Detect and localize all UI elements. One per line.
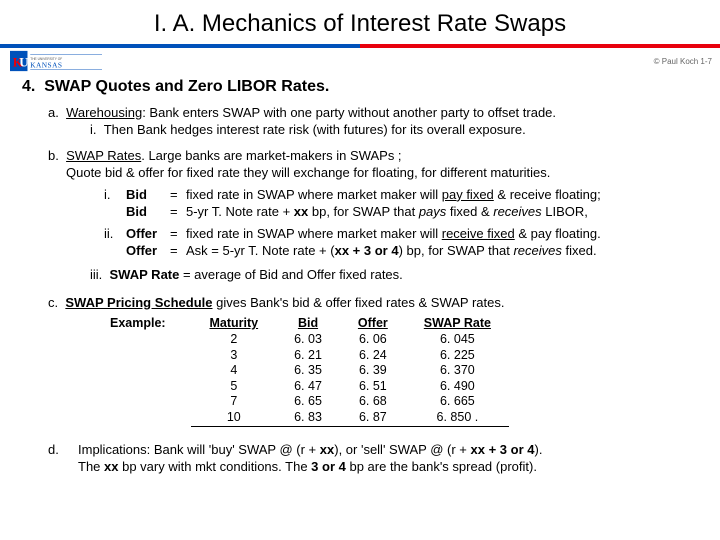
bo-label-1: Bid <box>126 203 170 221</box>
table-cell: 3 <box>191 348 276 364</box>
item-b: b. SWAP Rates. Large banks are market-ma… <box>22 147 698 284</box>
bo-row-2: ii. Offer = fixed rate in SWAP where mar… <box>104 225 698 243</box>
ku-logo: K U THE UNIVERSITY OF KANSAS <box>10 50 102 72</box>
a-label: a. <box>48 105 59 120</box>
item-a-i: i. Then Bank hedges interest rate risk (… <box>48 121 698 139</box>
bo-row-3: Offer = Ask = 5-yr T. Note rate + (xx + … <box>104 242 698 260</box>
table-cell: 6. 24 <box>340 348 406 364</box>
table-cell: 6. 51 <box>340 379 406 395</box>
table-cell: 7 <box>191 394 276 410</box>
header-row: K U THE UNIVERSITY OF KANSAS © Paul Koch… <box>0 48 720 72</box>
slide-title: I. A. Mechanics of Interest Rate Swaps <box>0 0 720 44</box>
th-bid: Bid <box>276 315 340 332</box>
a-text: : Bank enters SWAP with one party withou… <box>142 105 556 120</box>
table-cell: 6. 03 <box>276 332 340 348</box>
bo-num-1 <box>104 203 126 221</box>
divider-bar <box>0 44 720 48</box>
table-cell: 6. 490 <box>406 379 509 395</box>
example-label: Example: <box>110 315 184 332</box>
copyright: © Paul Koch 1-7 <box>654 57 712 66</box>
content-body: 4. SWAP Quotes and Zero LIBOR Rates. a. … <box>0 72 720 476</box>
bo-body-2: fixed rate in SWAP where market maker wi… <box>186 225 601 243</box>
bo-row-1: Bid = 5-yr T. Note rate + xx bp, for SWA… <box>104 203 698 221</box>
b-iii-label: iii. <box>90 267 102 282</box>
section-num: 4. <box>22 78 35 95</box>
svg-text:U: U <box>19 56 28 70</box>
c-term: SWAP Pricing Schedule <box>65 295 212 310</box>
table-cell: 6. 87 <box>340 410 406 426</box>
bo-body-1: 5-yr T. Note rate + xx bp, for SWAP that… <box>186 203 588 221</box>
bo-body-0: fixed rate in SWAP where market maker wi… <box>186 186 601 204</box>
table-cell: 6. 850 . <box>406 410 509 426</box>
table-header-row: Maturity Bid Offer SWAP Rate <box>191 315 508 332</box>
th-offer: Offer <box>340 315 406 332</box>
b-term: SWAP Rates <box>66 148 141 163</box>
table-cell: 6. 65 <box>276 394 340 410</box>
th-swaprate: SWAP Rate <box>406 315 509 332</box>
bo-label-0: Bid <box>126 186 170 204</box>
table-row: 36. 216. 246. 225 <box>191 348 508 364</box>
item-d: d. Implications: Bank will 'buy' SWAP @ … <box>22 441 698 476</box>
table-row: 46. 356. 396. 370 <box>191 363 508 379</box>
b-iii-text: = average of Bid and Offer fixed rates. <box>179 267 402 282</box>
bo-num-3 <box>104 242 126 260</box>
table-cell: 6. 21 <box>276 348 340 364</box>
bo-eq-0: = <box>170 186 186 204</box>
section-title: SWAP Quotes and Zero LIBOR Rates. <box>44 78 329 95</box>
bo-label-2: Offer <box>126 225 170 243</box>
divider-red <box>360 44 720 48</box>
bo-eq-2: = <box>170 225 186 243</box>
table-cell: 6. 35 <box>276 363 340 379</box>
table-cell: 6. 06 <box>340 332 406 348</box>
table-cell: 6. 045 <box>406 332 509 348</box>
table-cell: 10 <box>191 410 276 426</box>
c-label: c. <box>48 295 58 310</box>
table-row: 56. 476. 516. 490 <box>191 379 508 395</box>
bo-body-3: Ask = 5-yr T. Note rate + (xx + 3 or 4) … <box>186 242 597 260</box>
table-cell: 6. 68 <box>340 394 406 410</box>
table-cell: 6. 370 <box>406 363 509 379</box>
table-row: 76. 656. 686. 665 <box>191 394 508 410</box>
bo-num-0: i. <box>104 186 126 204</box>
bo-label-3: Offer <box>126 242 170 260</box>
item-a: a. Warehousing: Bank enters SWAP with on… <box>22 104 698 139</box>
table-row: 26. 036. 066. 045 <box>191 332 508 348</box>
table-cell: 6. 83 <box>276 410 340 426</box>
table-cell: 6. 665 <box>406 394 509 410</box>
table-cell: 4 <box>191 363 276 379</box>
bo-row-0: i. Bid = fixed rate in SWAP where market… <box>104 186 698 204</box>
a-i-text: Then Bank hedges interest rate risk (wit… <box>104 122 526 137</box>
b-label: b. <box>48 148 59 163</box>
bo-eq-3: = <box>170 242 186 260</box>
th-maturity: Maturity <box>191 315 276 332</box>
c-text: gives Bank's bid & offer fixed rates & S… <box>213 295 505 310</box>
b-iii-term: SWAP Rate <box>110 267 180 282</box>
table-cell: 5 <box>191 379 276 395</box>
example-block: Example: Maturity Bid Offer SWAP Rate 26… <box>48 315 698 427</box>
d-text: Implications: Bank will 'buy' SWAP @ (r … <box>78 441 698 476</box>
table-cell: 2 <box>191 332 276 348</box>
pricing-table: Maturity Bid Offer SWAP Rate 26. 036. 06… <box>191 315 508 427</box>
bid-offer-block: i. Bid = fixed rate in SWAP where market… <box>48 186 698 260</box>
divider-blue <box>0 44 360 48</box>
item-b-iii: iii. SWAP Rate = average of Bid and Offe… <box>48 266 698 284</box>
section-heading: 4. SWAP Quotes and Zero LIBOR Rates. <box>22 76 698 98</box>
svg-text:KANSAS: KANSAS <box>30 60 62 69</box>
item-c: c. SWAP Pricing Schedule gives Bank's bi… <box>22 294 698 427</box>
a-i-label: i. <box>90 122 97 137</box>
b-text2: Quote bid & offer for fixed rate they wi… <box>48 164 698 182</box>
table-row: 106. 836. 876. 850 . <box>191 410 508 426</box>
table-cell: 6. 47 <box>276 379 340 395</box>
bo-num-2: ii. <box>104 225 126 243</box>
b-text1: . Large banks are market-makers in SWAPs… <box>141 148 401 163</box>
bo-eq-1: = <box>170 203 186 221</box>
table-cell: 6. 225 <box>406 348 509 364</box>
a-term: Warehousing <box>66 105 142 120</box>
table-cell: 6. 39 <box>340 363 406 379</box>
d-label: d. <box>48 441 78 476</box>
